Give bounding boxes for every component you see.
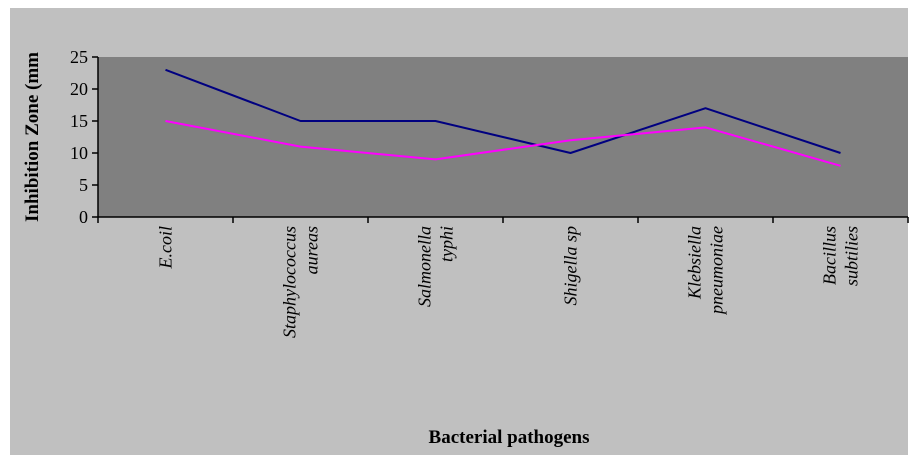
y-tick-labels: 0 5 10 15 20 25 — [70, 47, 88, 227]
x-tick-label-line: subtilies — [842, 226, 862, 286]
x-tick-label-line: Bacillus — [820, 226, 840, 285]
y-tick-label: 25 — [70, 47, 88, 67]
y-tick-label: 15 — [70, 111, 88, 131]
x-tick-label: E.coil — [156, 226, 176, 270]
x-tick-label: Staphylococcus aureas — [280, 226, 322, 338]
x-tick-label: Salmonella typhi — [415, 226, 457, 307]
series-line-1 — [165, 68, 841, 154]
y-axis: 0 5 10 15 20 25 — [70, 47, 99, 227]
series-lines — [165, 68, 841, 167]
x-tick-label-line: Klebsiella — [685, 226, 705, 300]
x-tick-label-line: typhi — [437, 226, 457, 262]
x-tick-label-line: E.coil — [156, 226, 176, 270]
y-tick-label: 10 — [70, 143, 88, 163]
x-tick-label: Shigella sp — [561, 226, 581, 306]
x-tick-label-line: Salmonella — [415, 226, 435, 307]
x-axis: E.coil Staphylococcus aureas Salmonella typh… — [97, 216, 909, 338]
x-ticks — [97, 217, 909, 223]
x-tick-label-line: Staphylococcus — [280, 226, 300, 338]
x-tick-label-line: Shigella sp — [561, 226, 581, 306]
y-tick-label: 20 — [70, 79, 88, 99]
y-tick-label: 0 — [79, 207, 88, 227]
y-axis-title: Inhibition Zone (mm — [22, 52, 43, 222]
y-tick-label: 5 — [79, 175, 88, 195]
x-tick-label: Klebsiella pneumoniae — [685, 226, 727, 316]
x-tick-label-line: aureas — [302, 226, 322, 274]
x-tick-label: Bacillus subtilies — [820, 226, 862, 286]
y-ticks — [92, 56, 98, 218]
x-tick-labels: E.coil Staphylococcus aureas Salmonella typh… — [156, 226, 862, 338]
x-axis-title: Bacterial pathogens — [429, 427, 590, 448]
x-tick-label-line: pneumoniae — [707, 226, 727, 316]
series-line-2 — [165, 120, 841, 167]
